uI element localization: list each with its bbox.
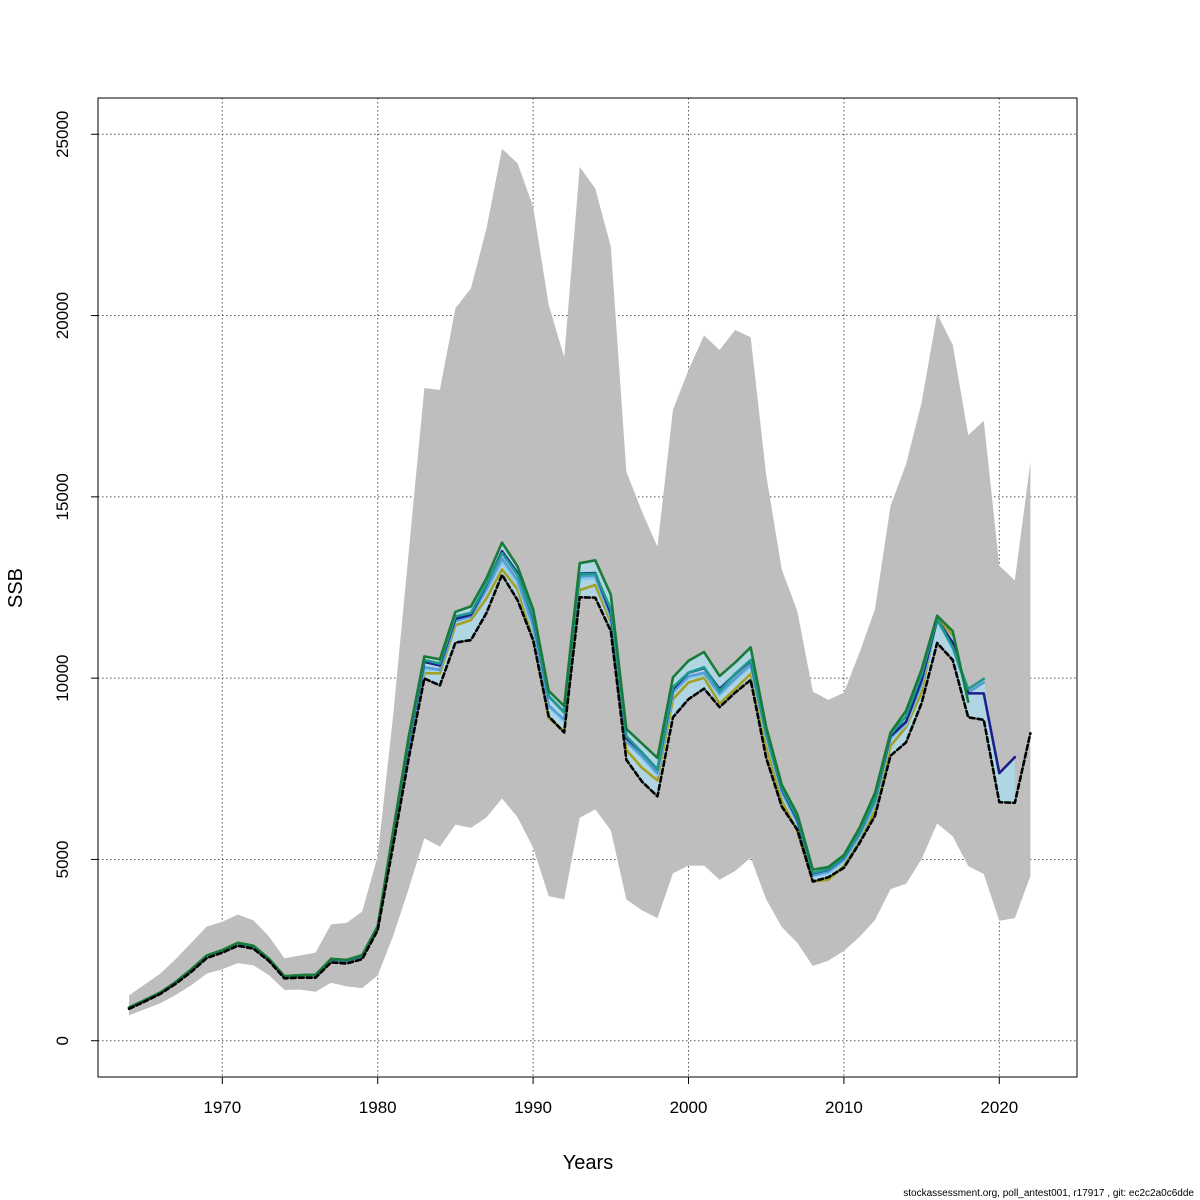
series-line-6 bbox=[127, 541, 970, 1009]
y-tick-label-0: 0 bbox=[53, 1036, 72, 1045]
y-tick-label-25000: 25000 bbox=[53, 111, 72, 158]
y-tick-label-5000: 5000 bbox=[53, 841, 72, 879]
y-tick-label-10000: 10000 bbox=[53, 655, 72, 702]
x-axis: 1970 1980 1990 2000 2010 2020 bbox=[203, 1076, 1018, 1117]
series-lines bbox=[127, 541, 1032, 1011]
series-line-base bbox=[127, 573, 1032, 1011]
y-tick-label-20000: 20000 bbox=[53, 292, 72, 339]
x-tick-label-2000: 2000 bbox=[670, 1098, 708, 1117]
y-tick-label-15000: 15000 bbox=[53, 473, 72, 520]
x-tick-label-1980: 1980 bbox=[359, 1098, 397, 1117]
x-tick-label-1990: 1990 bbox=[514, 1098, 552, 1117]
y-axis-title: SSB bbox=[5, 568, 27, 608]
x-axis-title: Years bbox=[563, 1152, 613, 1174]
y-axis: 0 5000 10000 15000 20000 25000 bbox=[53, 111, 99, 1045]
x-tick-label-2020: 2020 bbox=[980, 1098, 1018, 1117]
footer-text: stockassessment.org, poll_antest001, r17… bbox=[903, 1188, 1194, 1199]
x-tick-label-2010: 2010 bbox=[825, 1098, 863, 1117]
x-tick-label-1970: 1970 bbox=[203, 1098, 241, 1117]
